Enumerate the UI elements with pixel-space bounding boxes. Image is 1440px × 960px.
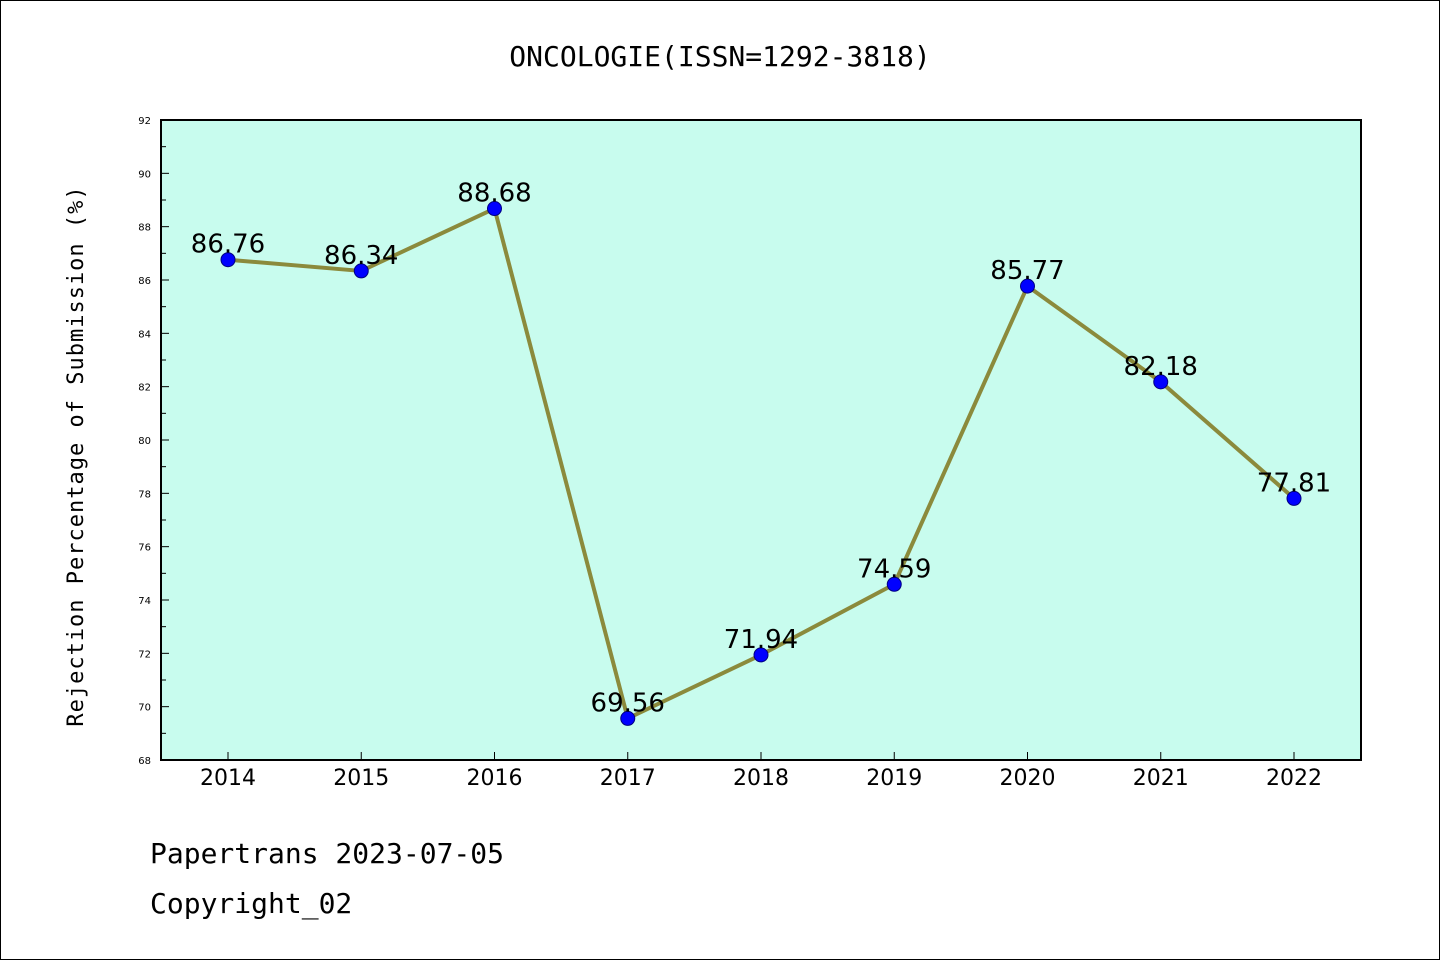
y-tick-label: 88 — [138, 223, 151, 234]
y-tick-label: 70 — [138, 703, 151, 714]
x-tick-label: 2020 — [1000, 766, 1056, 791]
data-label: 88.68 — [457, 179, 531, 209]
data-label: 86.76 — [191, 230, 265, 260]
data-point — [1286, 490, 1302, 506]
data-label: 74.59 — [857, 554, 931, 584]
data-markers — [220, 201, 1302, 726]
y-tick-label: 76 — [138, 543, 151, 554]
footer-copyright-text: Copyright_02 — [150, 887, 352, 921]
y-tick-label: 72 — [138, 649, 151, 660]
data-point — [620, 710, 636, 726]
y-tick-label: 80 — [138, 436, 151, 447]
data-point — [753, 647, 769, 663]
x-tick-label: 2017 — [600, 766, 656, 791]
data-label: 85.77 — [990, 256, 1064, 286]
x-axis-ticks: 2014 2015 2016 2017 2018 2019 2020 2021 2022 — [200, 752, 1322, 791]
y-axis-label: Rejection Percentage of Submission (%) — [64, 185, 89, 726]
data-point — [886, 576, 902, 592]
plot-area — [160, 119, 1362, 761]
y-tick-label: 78 — [138, 489, 151, 500]
chart-title: ONCOLOGIE(ISSN=1292-3818) — [509, 40, 930, 73]
y-tick-label: 92 — [138, 116, 151, 127]
x-tick-label: 2014 — [200, 766, 256, 791]
footer-date-text: Papertrans 2023-07-05 — [150, 837, 504, 870]
x-tick-label: 2022 — [1266, 766, 1322, 791]
x-tick-label: 2018 — [733, 766, 789, 791]
data-label: 77.81 — [1257, 468, 1331, 498]
y-tick-label: 74 — [138, 596, 151, 607]
y-tick-label: 90 — [138, 169, 151, 180]
data-point — [1020, 278, 1035, 294]
y-tick-label: 82 — [138, 383, 151, 394]
y-tick-label: 86 — [138, 276, 151, 287]
data-point — [1153, 374, 1169, 390]
data-point — [220, 252, 236, 268]
data-label: 82.18 — [1124, 352, 1198, 382]
data-label: 71.94 — [724, 625, 798, 655]
y-tick-label: 68 — [138, 756, 151, 767]
data-labels: 86.76 86.34 88.68 69.56 71.94 74.59 85.77 82.18… — [191, 179, 1331, 719]
data-point — [353, 263, 369, 279]
x-tick-label: 2021 — [1133, 766, 1189, 791]
data-label: 69.56 — [591, 688, 665, 718]
x-tick-label: 2015 — [333, 766, 389, 791]
data-point — [487, 201, 502, 217]
x-tick-label: 2016 — [467, 766, 523, 791]
data-label: 86.34 — [324, 241, 398, 271]
y-tick-label: 84 — [138, 329, 151, 340]
x-tick-label: 2019 — [866, 766, 922, 791]
y-axis-ticks: 68 70 72 74 76 78 80 82 84 86 88 90 92 — [138, 116, 169, 767]
